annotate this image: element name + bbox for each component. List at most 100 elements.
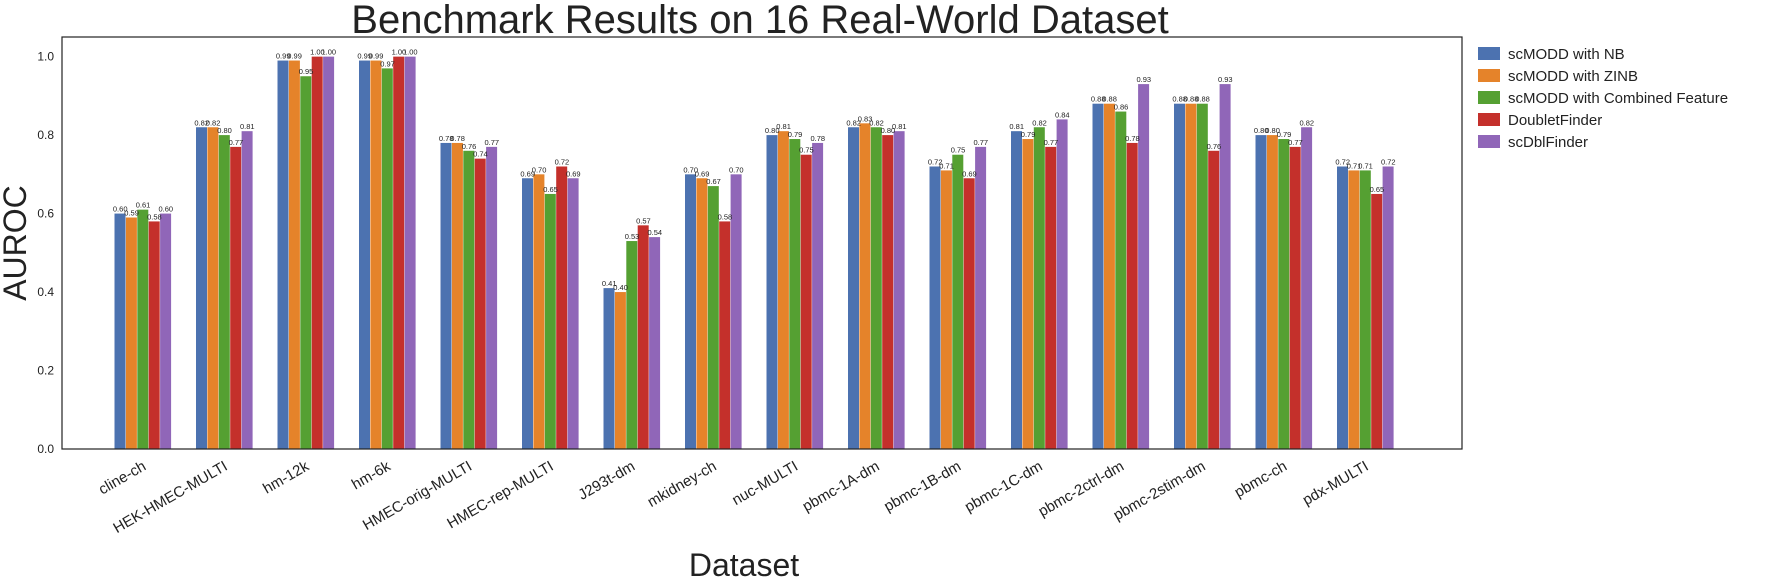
- bar-HMEC-rep-MULTI-series-1: [522, 178, 533, 449]
- data-label: 0.54: [647, 228, 662, 237]
- bar-hm-6k-series-2: [370, 60, 382, 449]
- bar-pbmc-1A-dm-series-4: [882, 135, 894, 449]
- data-label: 0.76: [1207, 142, 1222, 151]
- legend-swatch: [1478, 47, 1500, 60]
- data-label: 0.67: [706, 177, 721, 186]
- bar-HMEC-orig-MULTI-series-3: [463, 150, 475, 450]
- bar-pbmc-2stim-dm-series-1: [1174, 103, 1185, 449]
- data-label: 0.93: [1136, 75, 1151, 84]
- x-tick-label: pbmc-1C-dm: [962, 458, 1046, 516]
- data-label: 0.97: [380, 59, 395, 68]
- data-label: 0.72: [928, 157, 943, 166]
- data-label: 0.69: [520, 169, 535, 178]
- bar-pbmc-ch-series-5: [1301, 127, 1313, 449]
- legend-swatch: [1478, 69, 1500, 82]
- bar-pbmc-2stim-dm-series-4: [1208, 150, 1220, 450]
- data-label: 0.82: [869, 118, 884, 127]
- data-label: 0.40: [613, 283, 628, 292]
- y-tick-label: 0.8: [37, 128, 54, 142]
- bar-pbmc-2ctrl-dm-series-4: [1126, 142, 1138, 449]
- x-tick-label: pbmc-1B-dm: [881, 458, 964, 516]
- bar-pbmc-1C-dm-series-2: [1022, 139, 1034, 449]
- bar-nuc-MULTI-series-4: [800, 154, 812, 449]
- bar-pdx-MULTI-series-4: [1371, 193, 1383, 449]
- bar-pbmc-1B-dm-series-1: [929, 166, 941, 450]
- data-label: 0.60: [113, 205, 128, 214]
- bar-nuc-MULTI-series-1: [766, 135, 778, 449]
- data-labels-layer: 0.600.590.610.580.600.820.820.800.770.81…: [113, 48, 1396, 292]
- bar-cline-ch-series-5: [160, 213, 172, 449]
- bar-HEK-HMEC-MULTI-series-3: [218, 135, 230, 449]
- bar-mkidney-ch-series-3: [707, 186, 719, 449]
- data-label: 0.70: [532, 165, 547, 174]
- legend-label: DoubletFinder: [1508, 112, 1602, 129]
- x-axis-title: Dataset: [689, 547, 799, 583]
- bar-pbmc-2stim-dm-series-5: [1219, 84, 1231, 449]
- bar-pbmc-ch-series-2: [1266, 135, 1278, 449]
- bar-pbmc-1C-dm-series-1: [1011, 131, 1022, 450]
- data-label: 0.88: [1102, 95, 1117, 104]
- data-label: 0.82: [194, 118, 209, 127]
- bar-cline-ch-series-3: [137, 209, 149, 449]
- bar-pbmc-1A-dm-series-2: [859, 123, 871, 449]
- legend-label: scMODD with NB: [1508, 46, 1625, 63]
- data-label: 0.81: [776, 122, 791, 131]
- bar-cline-ch-series-2: [125, 217, 137, 449]
- data-label: 0.75: [951, 146, 966, 155]
- data-label: 1.00: [392, 48, 407, 57]
- y-tick-label: 0.2: [37, 364, 54, 378]
- legend-label: scDblFinder: [1508, 134, 1588, 151]
- bar-HMEC-rep-MULTI-series-4: [556, 166, 568, 450]
- data-label: 1.00: [310, 48, 325, 57]
- bar-HMEC-orig-MULTI-series-5: [486, 146, 498, 449]
- data-label: 0.81: [240, 122, 255, 131]
- data-label: 1.00: [403, 48, 418, 57]
- bar-pbmc-2ctrl-dm-series-5: [1138, 84, 1150, 449]
- bar-nuc-MULTI-series-2: [777, 131, 789, 450]
- data-label: 0.88: [1091, 95, 1106, 104]
- x-tick-label: hm-12k: [260, 457, 312, 497]
- bar-hm-6k-series-1: [359, 60, 370, 449]
- bar-pbmc-1B-dm-series-2: [940, 170, 952, 449]
- data-label: 0.72: [555, 157, 570, 166]
- bar-J293t-dm-series-1: [603, 288, 615, 449]
- bar-pbmc-1B-dm-series-5: [975, 146, 987, 449]
- x-tick-label: pbmc-1A-dm: [800, 458, 883, 516]
- bar-hm-12k-series-4: [311, 56, 323, 450]
- data-label: 0.80: [765, 126, 780, 135]
- bar-hm-12k-series-1: [277, 60, 289, 449]
- bar-HMEC-orig-MULTI-series-2: [451, 142, 463, 449]
- data-label: 0.77: [1044, 138, 1059, 147]
- data-label: 0.77: [229, 138, 244, 147]
- data-label: 0.79: [788, 130, 803, 139]
- x-tick-label: cline-ch: [96, 458, 149, 499]
- bar-pbmc-1A-dm-series-3: [870, 127, 882, 449]
- data-label: 0.88: [1195, 95, 1210, 104]
- bar-HMEC-rep-MULTI-series-2: [533, 174, 545, 449]
- x-tick-label: mkidney-ch: [645, 458, 720, 511]
- legend: scMODD with NB scMODD with ZINB scMODD wit…: [1478, 46, 1728, 151]
- bar-cline-ch-series-4: [148, 221, 160, 449]
- bar-pbmc-2ctrl-dm-series-1: [1092, 103, 1104, 449]
- legend-label: scMODD with ZINB: [1508, 68, 1638, 85]
- data-label: 0.71: [939, 161, 954, 170]
- data-label: 0.59: [124, 209, 139, 218]
- bar-HEK-HMEC-MULTI-series-5: [241, 131, 253, 450]
- data-label: 0.75: [799, 146, 814, 155]
- data-label: 0.80: [1254, 126, 1269, 135]
- data-label: 0.77: [484, 138, 499, 147]
- bar-pdx-MULTI-series-3: [1359, 170, 1371, 449]
- data-label: 0.77: [1288, 138, 1303, 147]
- bar-pdx-MULTI-series-5: [1382, 166, 1394, 450]
- bar-nuc-MULTI-series-5: [812, 142, 824, 449]
- data-label: 0.81: [1009, 122, 1024, 131]
- bar-pbmc-2ctrl-dm-series-3: [1115, 111, 1127, 450]
- y-axis-ticks: 0.0 0.2 0.4 0.6 0.8 1.0: [37, 50, 54, 456]
- legend-swatch: [1478, 91, 1500, 104]
- bar-pbmc-1A-dm-series-5: [893, 131, 905, 450]
- data-label: 0.81: [892, 122, 907, 131]
- data-label: 0.61: [136, 201, 151, 210]
- bar-nuc-MULTI-series-3: [789, 139, 801, 449]
